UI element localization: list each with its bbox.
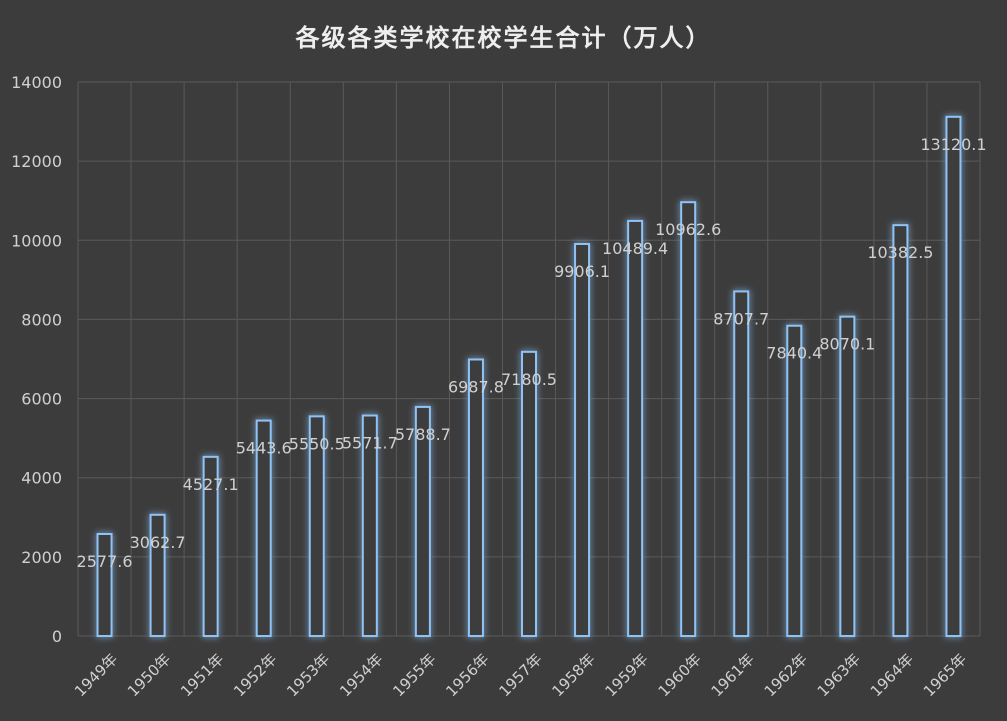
- bar: [892, 224, 909, 638]
- data-label: 5788.7: [395, 425, 451, 444]
- bar: [308, 415, 325, 638]
- bar: [202, 455, 219, 637]
- y-tick-label: 8000: [21, 310, 62, 329]
- data-label: 7840.4: [766, 344, 822, 363]
- y-tick-label: 12000: [11, 152, 62, 171]
- bar: [680, 201, 697, 638]
- data-label: 3062.7: [130, 533, 186, 552]
- x-tick-label: 1949年: [71, 650, 121, 700]
- x-tick-label: 1960年: [655, 650, 705, 700]
- data-label: 10489.4: [602, 239, 668, 258]
- x-axis-ticks: 1949年 1950年 1951年 1952年 1953年 1954年 1955年 1956年…: [71, 650, 970, 700]
- data-label: 10962.6: [655, 220, 721, 239]
- bar: [149, 513, 166, 637]
- data-label: 4527.1: [183, 475, 239, 494]
- bar: [627, 219, 644, 637]
- chart-title: 各级各类学校在校学生合计（万人）: [295, 24, 712, 52]
- data-label: 5571.7: [342, 434, 398, 453]
- x-tick-label: 1955年: [389, 650, 439, 700]
- bar: [255, 419, 272, 637]
- y-tick-label: 2000: [21, 548, 62, 567]
- bar: [574, 243, 591, 637]
- bar: [467, 358, 484, 637]
- x-tick-label: 1959年: [602, 650, 652, 700]
- x-tick-label: 1952年: [230, 650, 280, 700]
- x-tick-label: 1958年: [548, 650, 598, 700]
- bar: [786, 324, 803, 637]
- gridlines: [77, 81, 981, 637]
- x-tick-label: 1953年: [283, 650, 333, 700]
- x-tick-label: 1957年: [495, 650, 545, 700]
- data-label: 9906.1: [554, 262, 610, 281]
- x-tick-label: 1961年: [708, 650, 758, 700]
- y-axis-ticks: 0 2000 4000 6000 8000 10000 12000 14000: [11, 73, 62, 646]
- x-tick-label: 1962年: [761, 650, 811, 700]
- x-tick-label: 1954年: [336, 650, 386, 700]
- y-tick-label: 4000: [21, 469, 62, 488]
- x-tick-label: 1950年: [124, 650, 174, 700]
- y-tick-label: 0: [52, 627, 62, 646]
- x-tick-label: 1963年: [814, 650, 864, 700]
- bar: [361, 414, 378, 637]
- data-label: 5550.5: [289, 434, 345, 453]
- bar: [945, 115, 962, 637]
- x-tick-label: 1964年: [867, 650, 917, 700]
- bar: [414, 405, 431, 637]
- x-tick-label: 1965年: [920, 650, 970, 700]
- bars: [96, 115, 962, 638]
- data-label: 6987.8: [448, 377, 504, 396]
- x-tick-label: 1956年: [442, 650, 492, 700]
- x-tick-label: 1951年: [177, 650, 227, 700]
- data-label: 2577.6: [77, 552, 133, 571]
- bar: [733, 290, 750, 637]
- data-label: 8707.7: [713, 309, 769, 328]
- bar: [521, 350, 537, 637]
- bar: [96, 533, 113, 637]
- data-label: 8070.1: [819, 335, 875, 354]
- bar: [839, 315, 856, 637]
- data-label: 10382.5: [867, 243, 933, 262]
- y-tick-label: 14000: [11, 73, 62, 92]
- y-tick-label: 10000: [11, 231, 62, 250]
- data-label: 5443.6: [236, 439, 292, 458]
- data-label: 7180.5: [501, 370, 557, 389]
- y-tick-label: 6000: [21, 390, 62, 409]
- data-label: 13120.1: [920, 135, 986, 154]
